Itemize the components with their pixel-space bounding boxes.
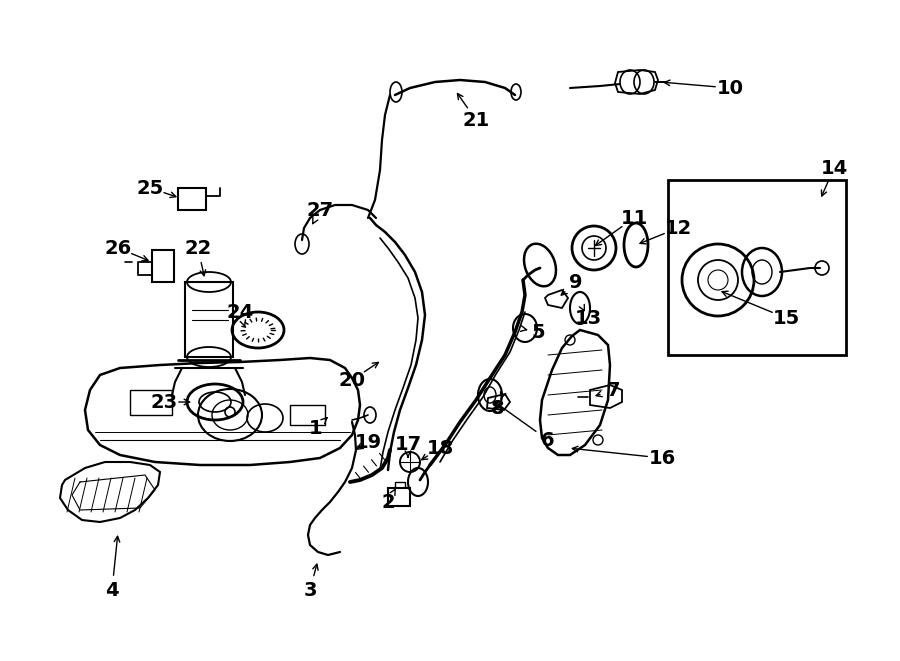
- Text: 6: 6: [541, 430, 554, 449]
- Text: 18: 18: [427, 438, 454, 457]
- Text: 12: 12: [664, 219, 691, 237]
- Bar: [290, 405, 325, 425]
- Bar: [388, 488, 410, 506]
- Bar: [130, 390, 172, 415]
- Text: 9: 9: [569, 272, 583, 292]
- Text: 11: 11: [620, 208, 648, 227]
- Text: 24: 24: [227, 303, 254, 321]
- Text: 14: 14: [821, 159, 848, 178]
- Text: 27: 27: [306, 200, 334, 219]
- Text: 13: 13: [574, 309, 601, 327]
- Bar: [185, 282, 233, 357]
- Text: 1: 1: [310, 418, 323, 438]
- Text: 20: 20: [338, 371, 365, 389]
- Text: 3: 3: [303, 580, 317, 600]
- Text: 23: 23: [150, 393, 177, 412]
- Bar: [668, 180, 846, 355]
- Bar: [178, 188, 206, 210]
- Text: 16: 16: [648, 449, 676, 467]
- Text: 17: 17: [394, 436, 421, 455]
- Text: 10: 10: [716, 79, 743, 98]
- Text: 22: 22: [184, 239, 212, 258]
- Text: 15: 15: [772, 309, 799, 327]
- Text: 26: 26: [104, 239, 131, 258]
- Text: 21: 21: [463, 110, 490, 130]
- Text: 5: 5: [531, 323, 544, 342]
- Text: 7: 7: [608, 381, 621, 399]
- Text: 8: 8: [491, 399, 505, 418]
- Text: 19: 19: [355, 432, 382, 451]
- Bar: [152, 250, 174, 282]
- Text: 2: 2: [382, 492, 395, 512]
- Text: 4: 4: [105, 580, 119, 600]
- Text: 25: 25: [137, 178, 164, 198]
